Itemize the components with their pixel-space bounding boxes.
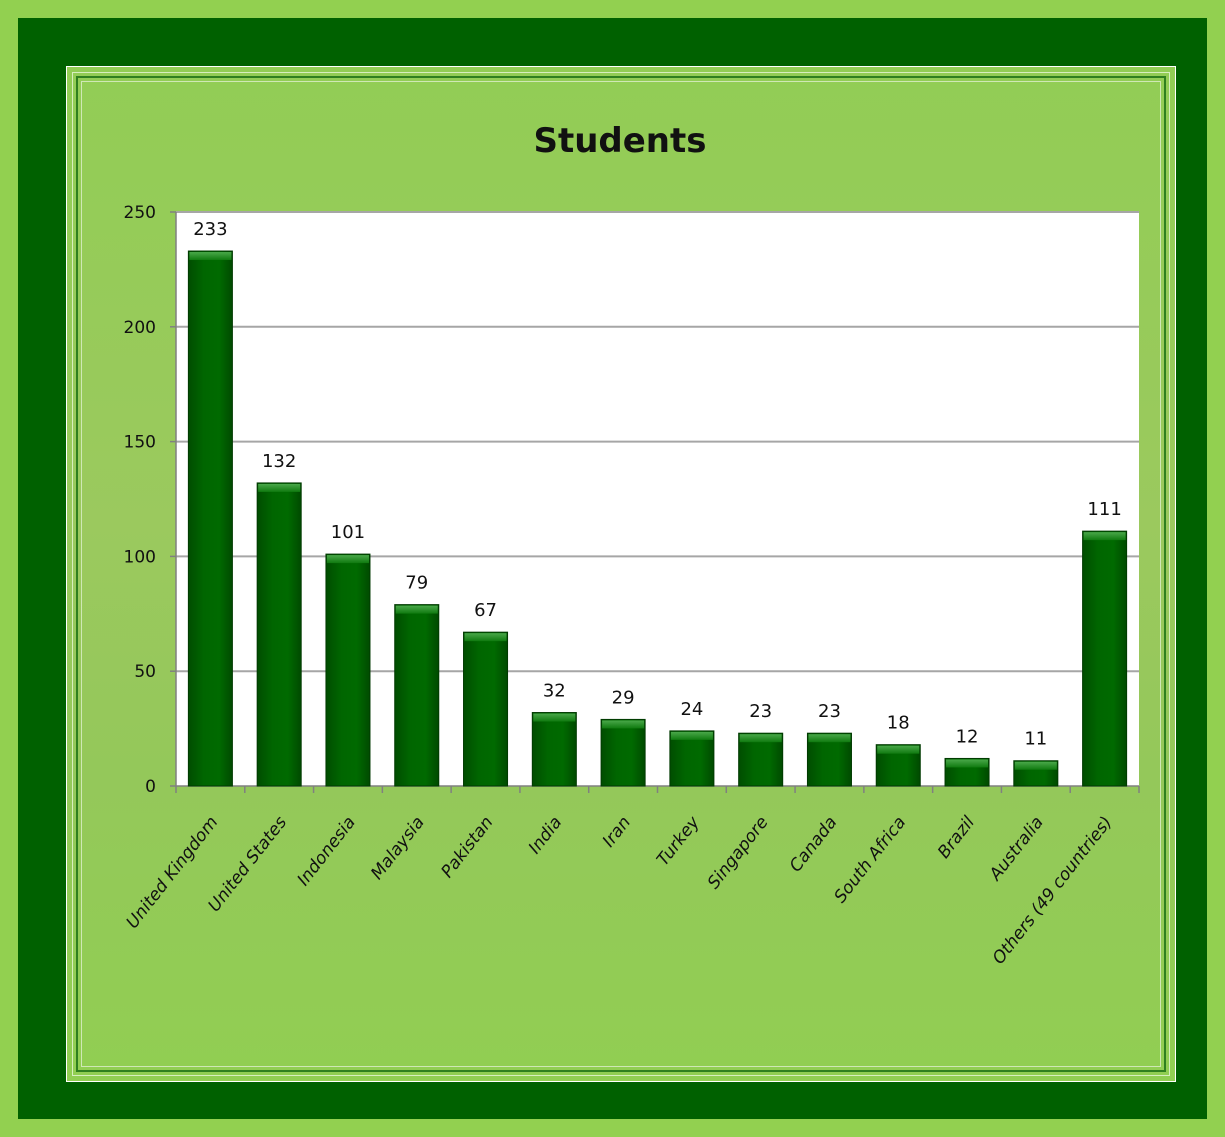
bar	[463, 631, 509, 787]
bar	[669, 730, 715, 787]
bar-group	[463, 631, 509, 787]
bar-group	[394, 604, 440, 787]
bar-group	[669, 730, 715, 787]
data-label: 18	[887, 713, 910, 734]
bar-highlight	[602, 720, 645, 729]
category-label: Others (49 countries)	[989, 813, 1117, 969]
category-label: Pakistan	[437, 813, 497, 882]
y-tick-label: 250	[124, 203, 156, 223]
category-label: Turkey	[653, 812, 704, 870]
bar-highlight	[533, 713, 576, 722]
data-label: 67	[474, 600, 497, 621]
bar-highlight	[464, 633, 507, 642]
bar	[600, 718, 646, 787]
bar-highlight	[946, 759, 989, 768]
category-label: India	[525, 813, 566, 858]
data-label: 11	[1024, 729, 1047, 750]
y-tick-label: 0	[145, 777, 156, 797]
bar	[187, 250, 233, 787]
bar-highlight	[670, 731, 713, 740]
bar	[394, 604, 440, 787]
bar-highlight	[326, 555, 369, 564]
data-label: 111	[1087, 499, 1121, 520]
category-label: Australia	[985, 813, 1048, 885]
bar-highlight	[1083, 532, 1126, 541]
data-label: 32	[543, 681, 566, 702]
bar-highlight	[739, 734, 782, 743]
bar-group	[325, 553, 371, 787]
category-label: Canada	[786, 813, 842, 876]
category-label: Brazil	[934, 813, 979, 863]
category-label: South Africa	[830, 813, 910, 907]
data-label: 132	[262, 451, 296, 472]
chart-title: Students	[533, 121, 706, 161]
category-label: Singapore	[704, 813, 773, 893]
bar	[531, 712, 577, 787]
category-label: Iran	[599, 813, 635, 851]
bar-highlight	[189, 252, 232, 261]
category-label: United Kingdom	[123, 813, 223, 933]
data-label: 233	[193, 219, 227, 240]
data-label: 24	[680, 699, 703, 720]
y-tick-label: 50	[134, 662, 156, 682]
bar-highlight	[1014, 761, 1057, 770]
bar-group	[1082, 530, 1128, 787]
y-tick-label: 150	[124, 433, 156, 453]
bar-group	[531, 712, 577, 787]
category-label: Indonesia	[294, 813, 360, 890]
y-tick-label: 200	[124, 318, 156, 338]
bar-highlight	[808, 734, 851, 743]
data-label: 23	[818, 701, 841, 722]
bar	[1082, 530, 1128, 787]
data-label: 101	[331, 522, 365, 543]
data-label: 23	[749, 701, 772, 722]
bar-highlight	[877, 745, 920, 754]
bars	[187, 250, 1128, 787]
bar-group	[256, 482, 302, 787]
bar-group	[738, 732, 784, 787]
bar-group	[875, 744, 921, 787]
bar-group	[187, 250, 233, 787]
bar	[325, 553, 371, 787]
data-label: 79	[405, 573, 428, 594]
bar	[256, 482, 302, 787]
bar-highlight	[395, 605, 438, 614]
y-tick-label: 100	[124, 547, 156, 567]
plot-area	[176, 212, 1139, 786]
data-label: 12	[956, 726, 979, 747]
bar-group	[1013, 760, 1059, 787]
bar-highlight	[258, 483, 301, 492]
bar-group	[806, 732, 852, 787]
data-label: 29	[612, 687, 635, 708]
category-label: Malaysia	[367, 813, 429, 884]
bar-group	[600, 718, 646, 787]
bar-group	[944, 757, 990, 787]
